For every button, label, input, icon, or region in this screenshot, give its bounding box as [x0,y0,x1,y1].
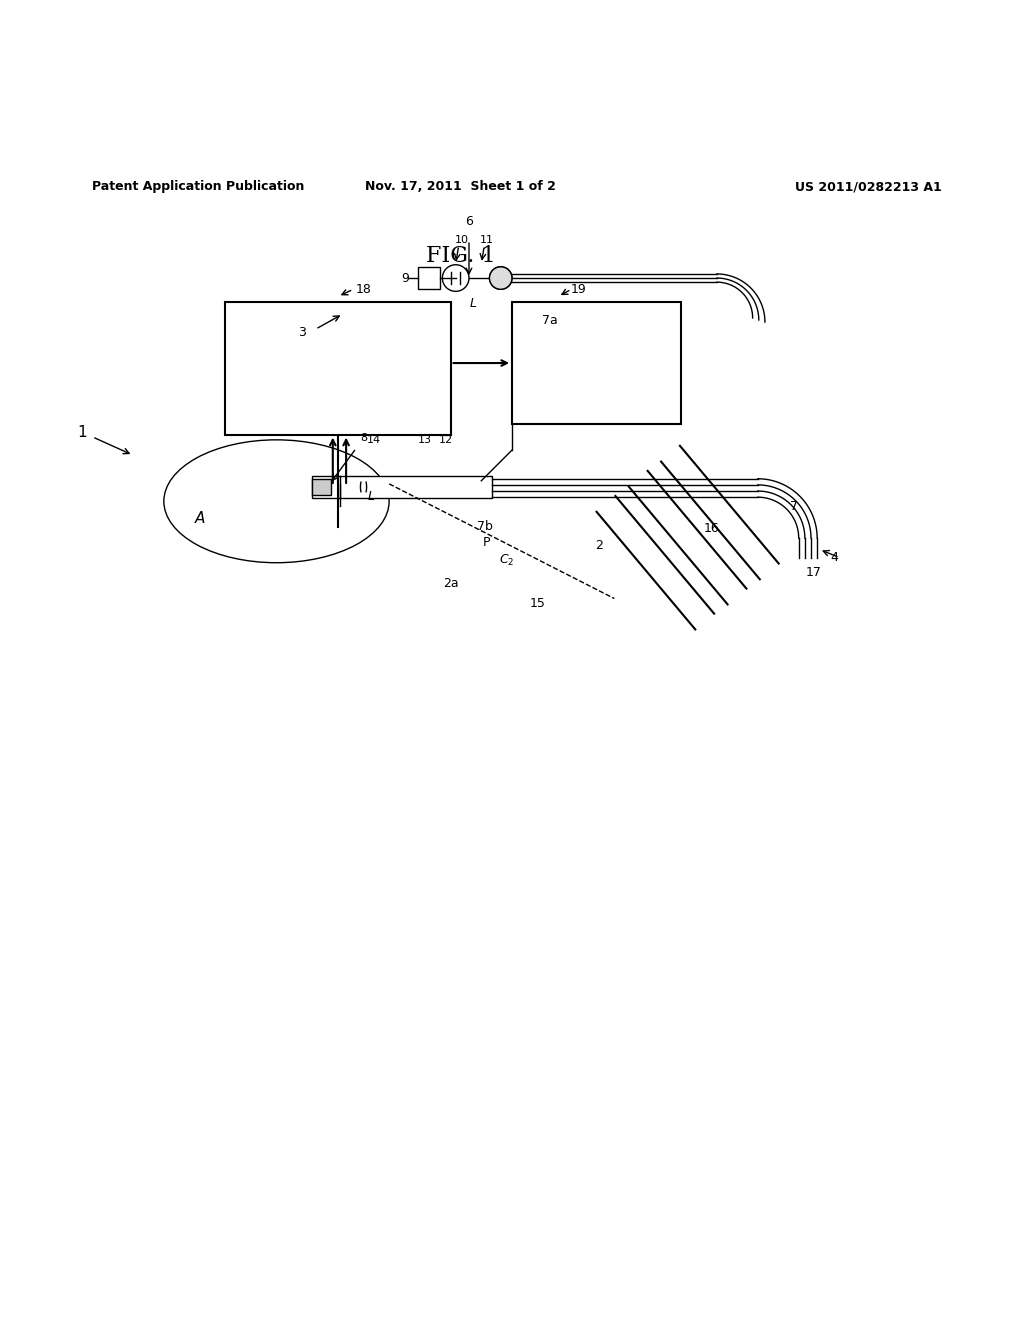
Text: 15: 15 [529,597,546,610]
Text: $C_2$: $C_2$ [500,553,514,568]
Text: 18: 18 [355,282,372,296]
FancyBboxPatch shape [312,475,492,498]
Text: 17: 17 [806,566,822,579]
Text: L: L [470,297,476,310]
Text: 3: 3 [298,326,306,339]
Text: 7: 7 [790,500,798,513]
Text: FIG. 1: FIG. 1 [426,244,496,267]
Text: 12: 12 [438,434,453,445]
Text: P: P [482,536,490,549]
Text: Patent Application Publication: Patent Application Publication [92,181,304,194]
Text: 2a: 2a [442,577,459,590]
Circle shape [490,268,511,288]
Text: 7b: 7b [477,520,494,533]
Text: 6: 6 [465,215,473,228]
Text: US 2011/0282213 A1: US 2011/0282213 A1 [796,181,942,194]
FancyBboxPatch shape [225,301,451,434]
Text: 1: 1 [77,425,87,440]
Text: A: A [195,511,205,527]
Text: 14: 14 [367,434,381,445]
Text: 2: 2 [595,539,603,552]
Text: 4: 4 [830,552,839,564]
FancyBboxPatch shape [512,301,681,425]
Text: 8: 8 [360,433,367,442]
Text: 7a: 7a [542,314,558,326]
Text: 11: 11 [479,235,494,246]
Text: 10: 10 [455,235,469,246]
Text: L: L [368,490,374,503]
FancyBboxPatch shape [418,267,440,289]
Text: 9: 9 [401,272,410,285]
Text: 19: 19 [570,282,587,296]
FancyBboxPatch shape [312,479,331,495]
Text: Nov. 17, 2011  Sheet 1 of 2: Nov. 17, 2011 Sheet 1 of 2 [366,181,556,194]
Text: 16: 16 [703,523,720,536]
Text: 13: 13 [418,434,432,445]
